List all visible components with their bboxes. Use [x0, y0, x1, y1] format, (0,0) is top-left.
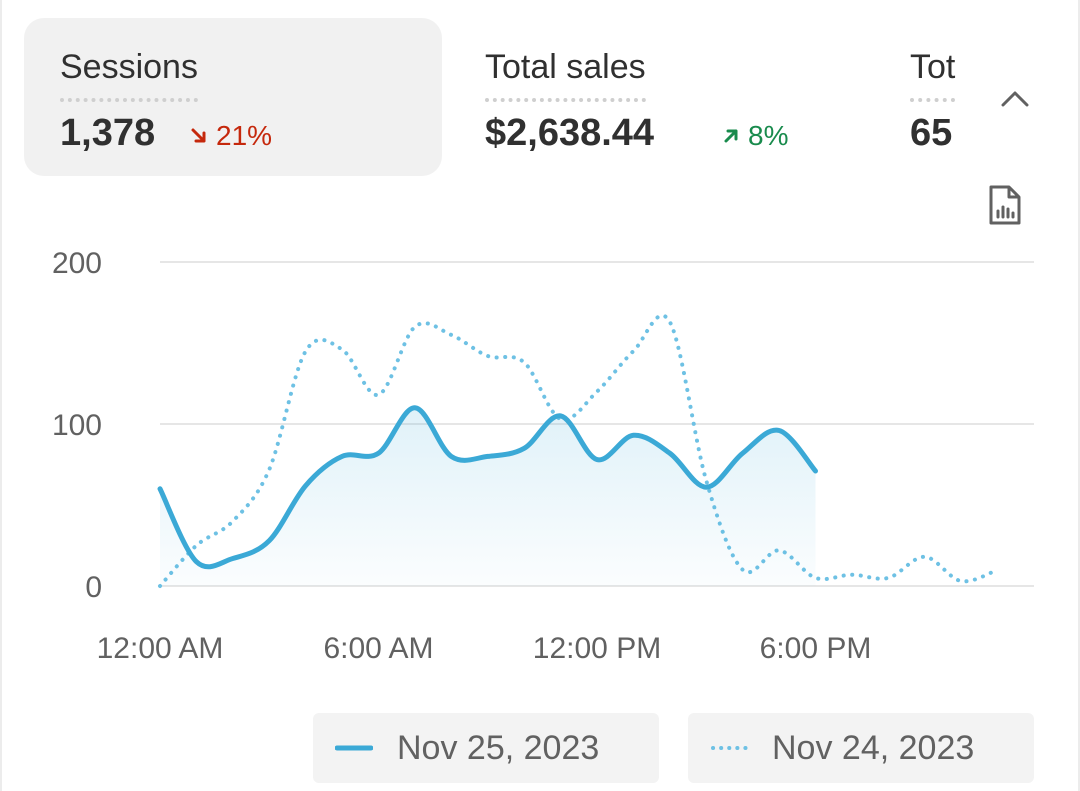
arrow-up-right-icon	[722, 127, 740, 145]
metric-label: Total sales	[485, 48, 646, 102]
data-point	[334, 448, 350, 464]
data-point	[334, 341, 350, 357]
legend-item-comparison[interactable]: Nov 24, 2023	[688, 713, 1034, 783]
dotted-underline	[60, 98, 198, 102]
data-point	[407, 319, 423, 335]
metric-value: 65	[910, 112, 953, 154]
metric-change: 8%	[722, 120, 788, 152]
data-point	[480, 348, 496, 364]
data-point	[662, 445, 678, 461]
data-point	[298, 343, 314, 359]
data-point	[953, 573, 969, 589]
card-border-left	[0, 0, 2, 791]
data-point	[225, 513, 241, 529]
data-point	[662, 314, 678, 330]
data-point	[225, 550, 241, 566]
data-point	[407, 400, 423, 416]
sessions-line-chart: 0 100 200 12:00 AM 6:00 AM 12:00 PM 6:00 PM	[52, 247, 1034, 665]
data-point	[480, 448, 496, 464]
dotted-underline	[485, 98, 646, 102]
collapse-button[interactable]	[990, 76, 1040, 126]
x-tick-label: 6:00 AM	[323, 632, 433, 665]
legend-label: Nov 24, 2023	[772, 728, 975, 767]
metric-tab-total-sales[interactable]: Total sales $2,638.44 8%	[462, 18, 892, 176]
x-tick-label: 6:00 PM	[760, 632, 872, 665]
metric-value: 1,378	[60, 112, 156, 154]
view-report-button[interactable]	[980, 182, 1030, 232]
arrow-down-right-icon	[190, 127, 208, 145]
dotted-underline	[910, 98, 956, 102]
series-line-current	[157, 405, 818, 570]
metric-label: Sessions	[60, 48, 198, 102]
x-tick-label: 12:00 AM	[97, 632, 224, 665]
data-point	[735, 445, 751, 461]
metric-label: Tot	[910, 48, 956, 102]
metric-change-text: 21%	[216, 120, 273, 151]
data-point	[698, 479, 714, 495]
data-point	[808, 463, 824, 479]
y-tick-label: 0	[85, 571, 102, 604]
data-point	[625, 427, 641, 443]
metric-label-text: Total sales	[485, 48, 646, 86]
data-point	[589, 384, 605, 400]
report-icon	[987, 183, 1023, 232]
data-point	[844, 567, 860, 583]
dotted-line-swatch-icon	[710, 739, 748, 757]
y-axis-ticks: 0 100 200	[52, 247, 102, 604]
data-point	[880, 570, 896, 586]
metric-change: 21%	[190, 120, 272, 152]
series-layer	[152, 313, 1006, 589]
data-point	[625, 343, 641, 359]
data-point	[261, 461, 277, 477]
data-point	[188, 554, 204, 570]
legend-item-current[interactable]: Nov 25, 2023	[313, 713, 659, 783]
data-point	[917, 549, 933, 565]
metric-tab-truncated[interactable]: Tot 65	[892, 18, 958, 176]
x-tick-label: 12:00 PM	[533, 632, 661, 665]
chevron-up-icon	[1000, 89, 1030, 114]
data-point	[443, 448, 459, 464]
legend-label: Nov 25, 2023	[397, 728, 600, 767]
series-area-current	[160, 407, 816, 586]
metric-label-text: Tot	[910, 48, 956, 86]
solid-line-swatch-icon	[334, 739, 374, 757]
y-tick-label: 100	[52, 409, 102, 442]
metric-value: $2,638.44	[485, 112, 655, 154]
data-point	[516, 440, 532, 456]
metric-tab-sessions[interactable]: Sessions 1,378 21%	[24, 18, 442, 176]
overflow-fade	[958, 40, 998, 170]
data-point	[589, 452, 605, 468]
data-point	[152, 481, 168, 497]
series-line-comparison	[158, 313, 1000, 588]
data-point	[516, 354, 532, 370]
data-point	[771, 422, 787, 438]
data-point	[371, 387, 387, 403]
metric-change-text: 8%	[748, 120, 789, 151]
data-point	[371, 445, 387, 461]
x-axis-ticks: 12:00 AM 6:00 AM 12:00 PM 6:00 PM	[97, 632, 872, 665]
metric-label-text: Sessions	[60, 48, 198, 86]
data-point	[298, 478, 314, 494]
data-point	[990, 562, 1006, 578]
data-point	[553, 408, 569, 424]
data-point	[261, 533, 277, 549]
card-border-right	[1078, 0, 1080, 791]
y-tick-label: 200	[52, 247, 102, 280]
data-point	[443, 327, 459, 343]
